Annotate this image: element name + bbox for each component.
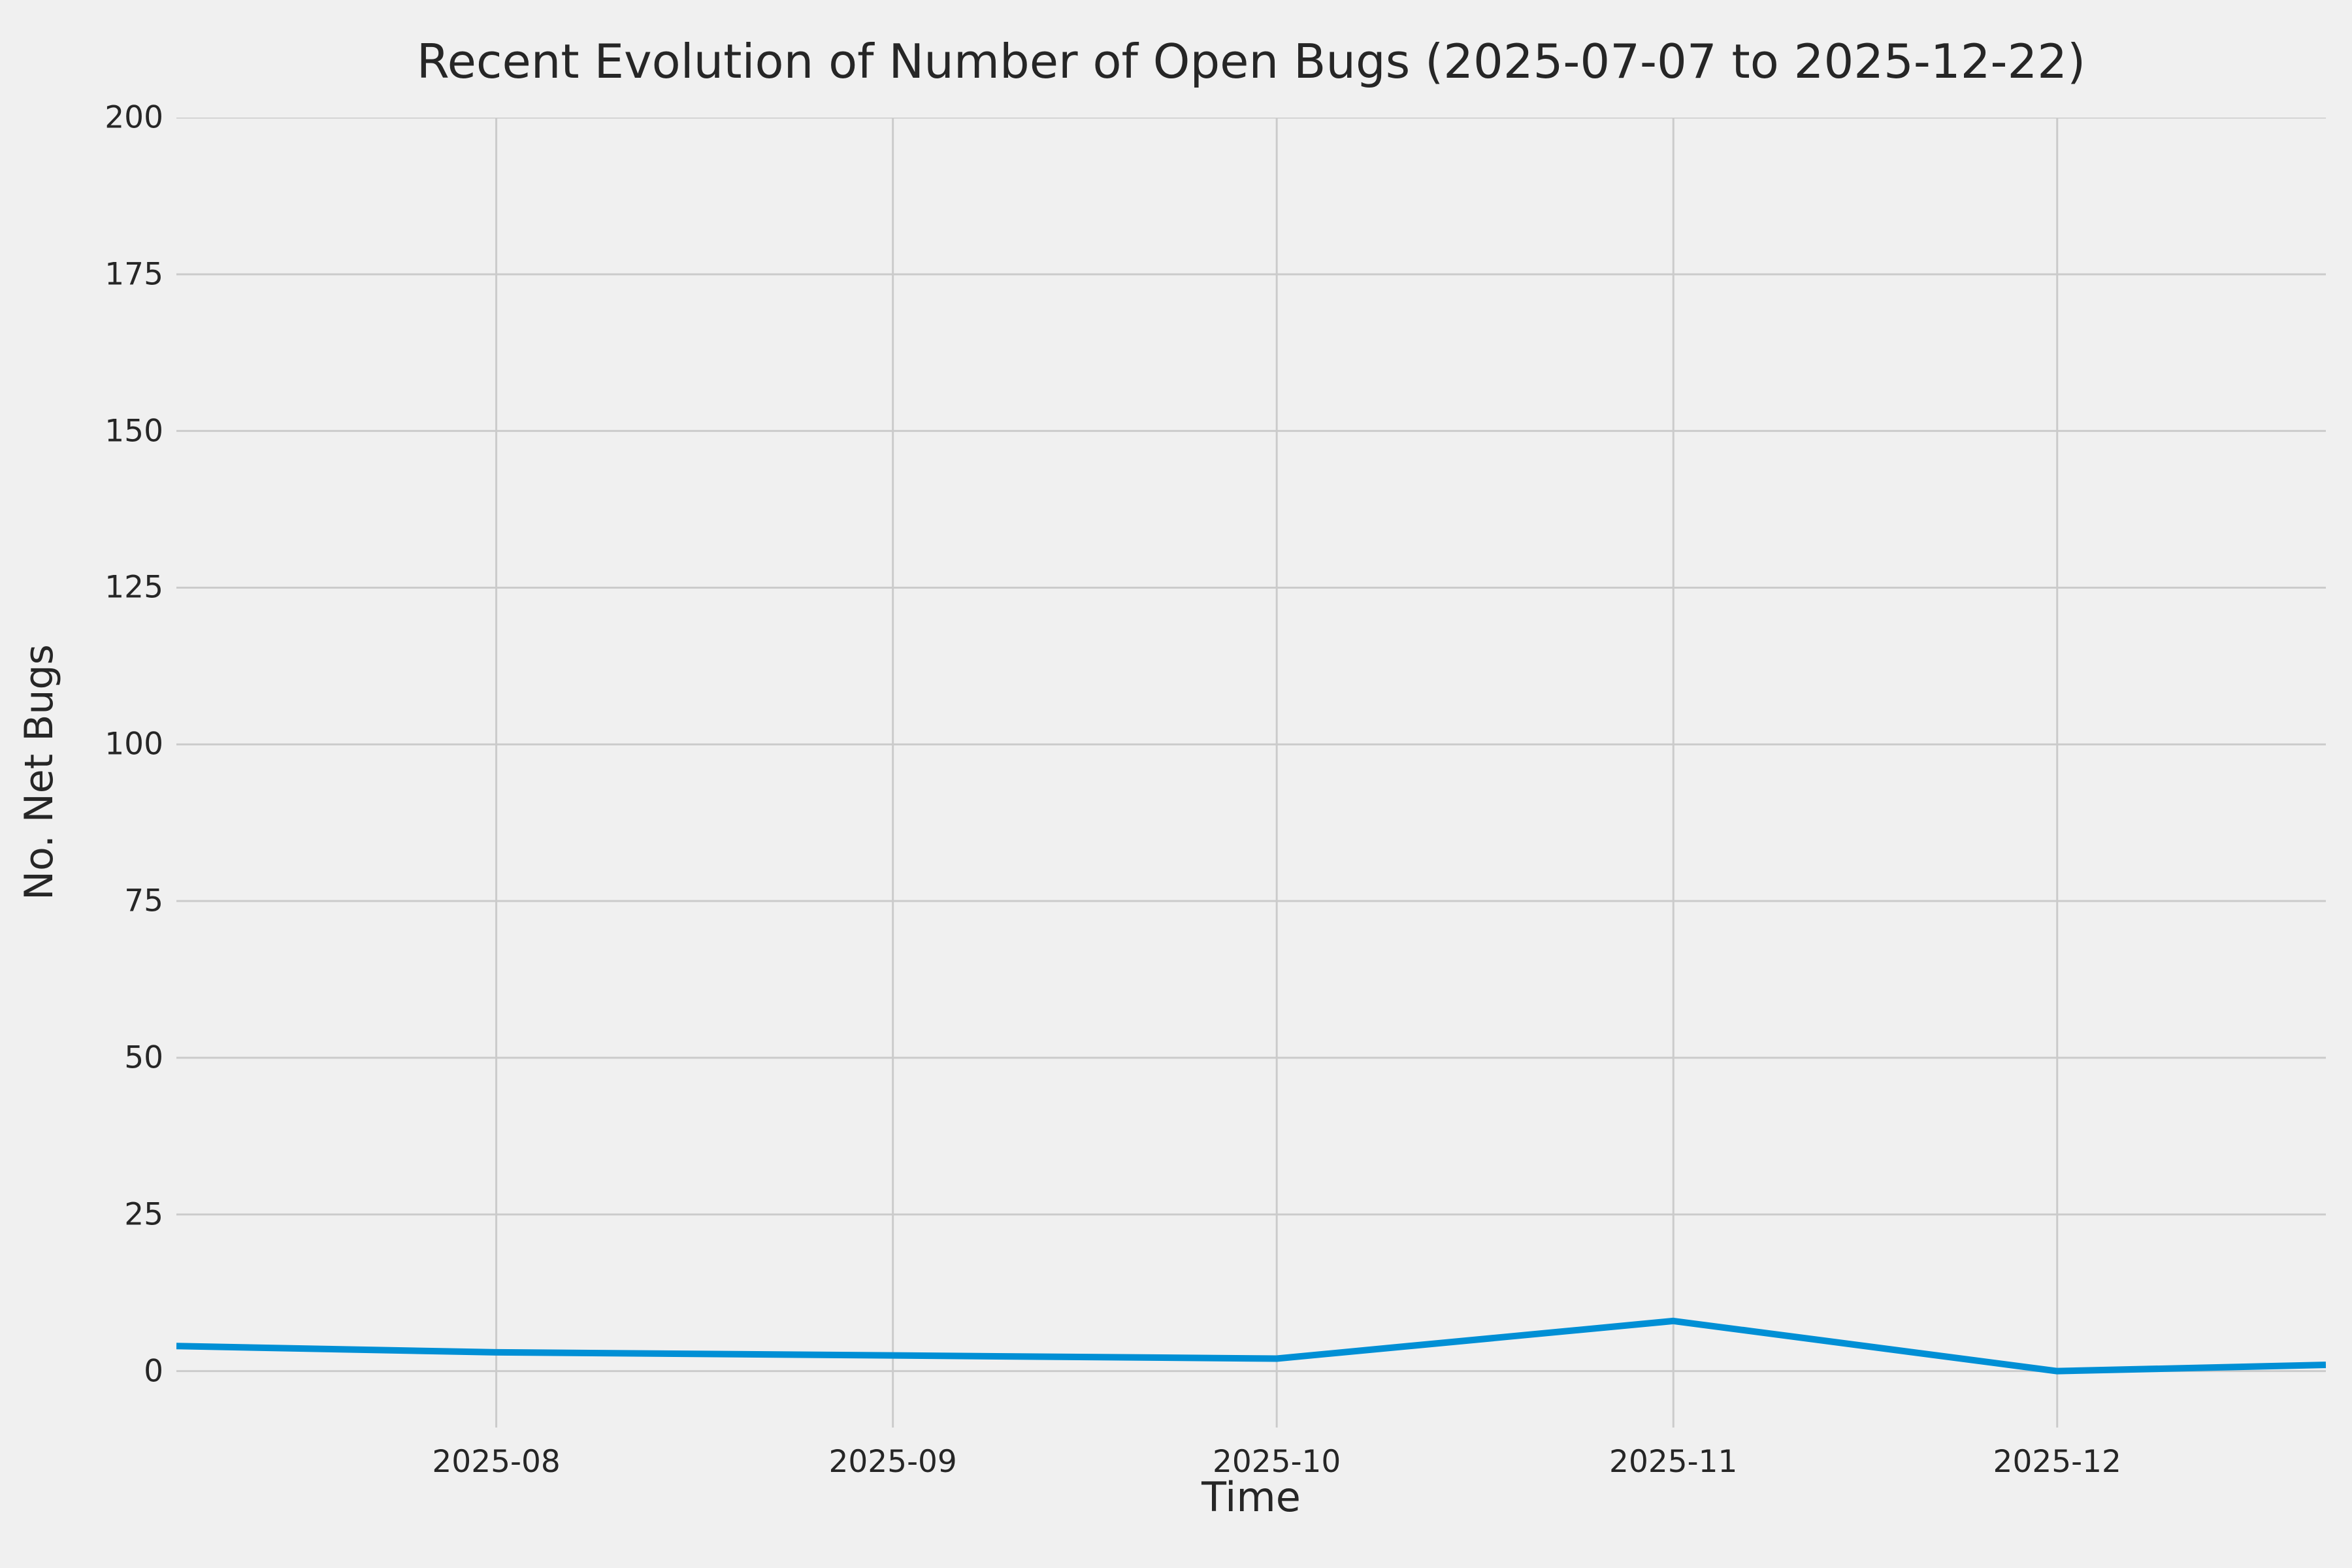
y-tick-label: 125 (105, 569, 163, 606)
chart-plot (176, 118, 2326, 1428)
x-tick-label: 2025-11 (1609, 1444, 1738, 1480)
y-tick-label: 0 (144, 1353, 163, 1390)
x-tick-label: 2025-08 (432, 1444, 561, 1480)
open-bugs-line (176, 1317, 2326, 1375)
y-axis-label: No. Net Bugs (16, 644, 62, 900)
y-tick-label: 75 (124, 883, 163, 919)
y-tick-label: 50 (124, 1039, 163, 1076)
chart-title: Recent Evolution of Number of Open Bugs … (416, 34, 2086, 89)
y-tick-label: 150 (105, 413, 163, 449)
y-tick-label: 25 (124, 1196, 163, 1233)
x-axis-label: Time (1201, 1473, 1301, 1521)
x-tick-label: 2025-09 (828, 1444, 957, 1480)
x-tick-label: 2025-12 (1993, 1444, 2121, 1480)
y-tick-label: 175 (105, 256, 163, 293)
y-tick-label: 100 (105, 726, 163, 762)
y-tick-label: 200 (105, 99, 163, 136)
x-tick-label: 2025-10 (1212, 1444, 1341, 1480)
